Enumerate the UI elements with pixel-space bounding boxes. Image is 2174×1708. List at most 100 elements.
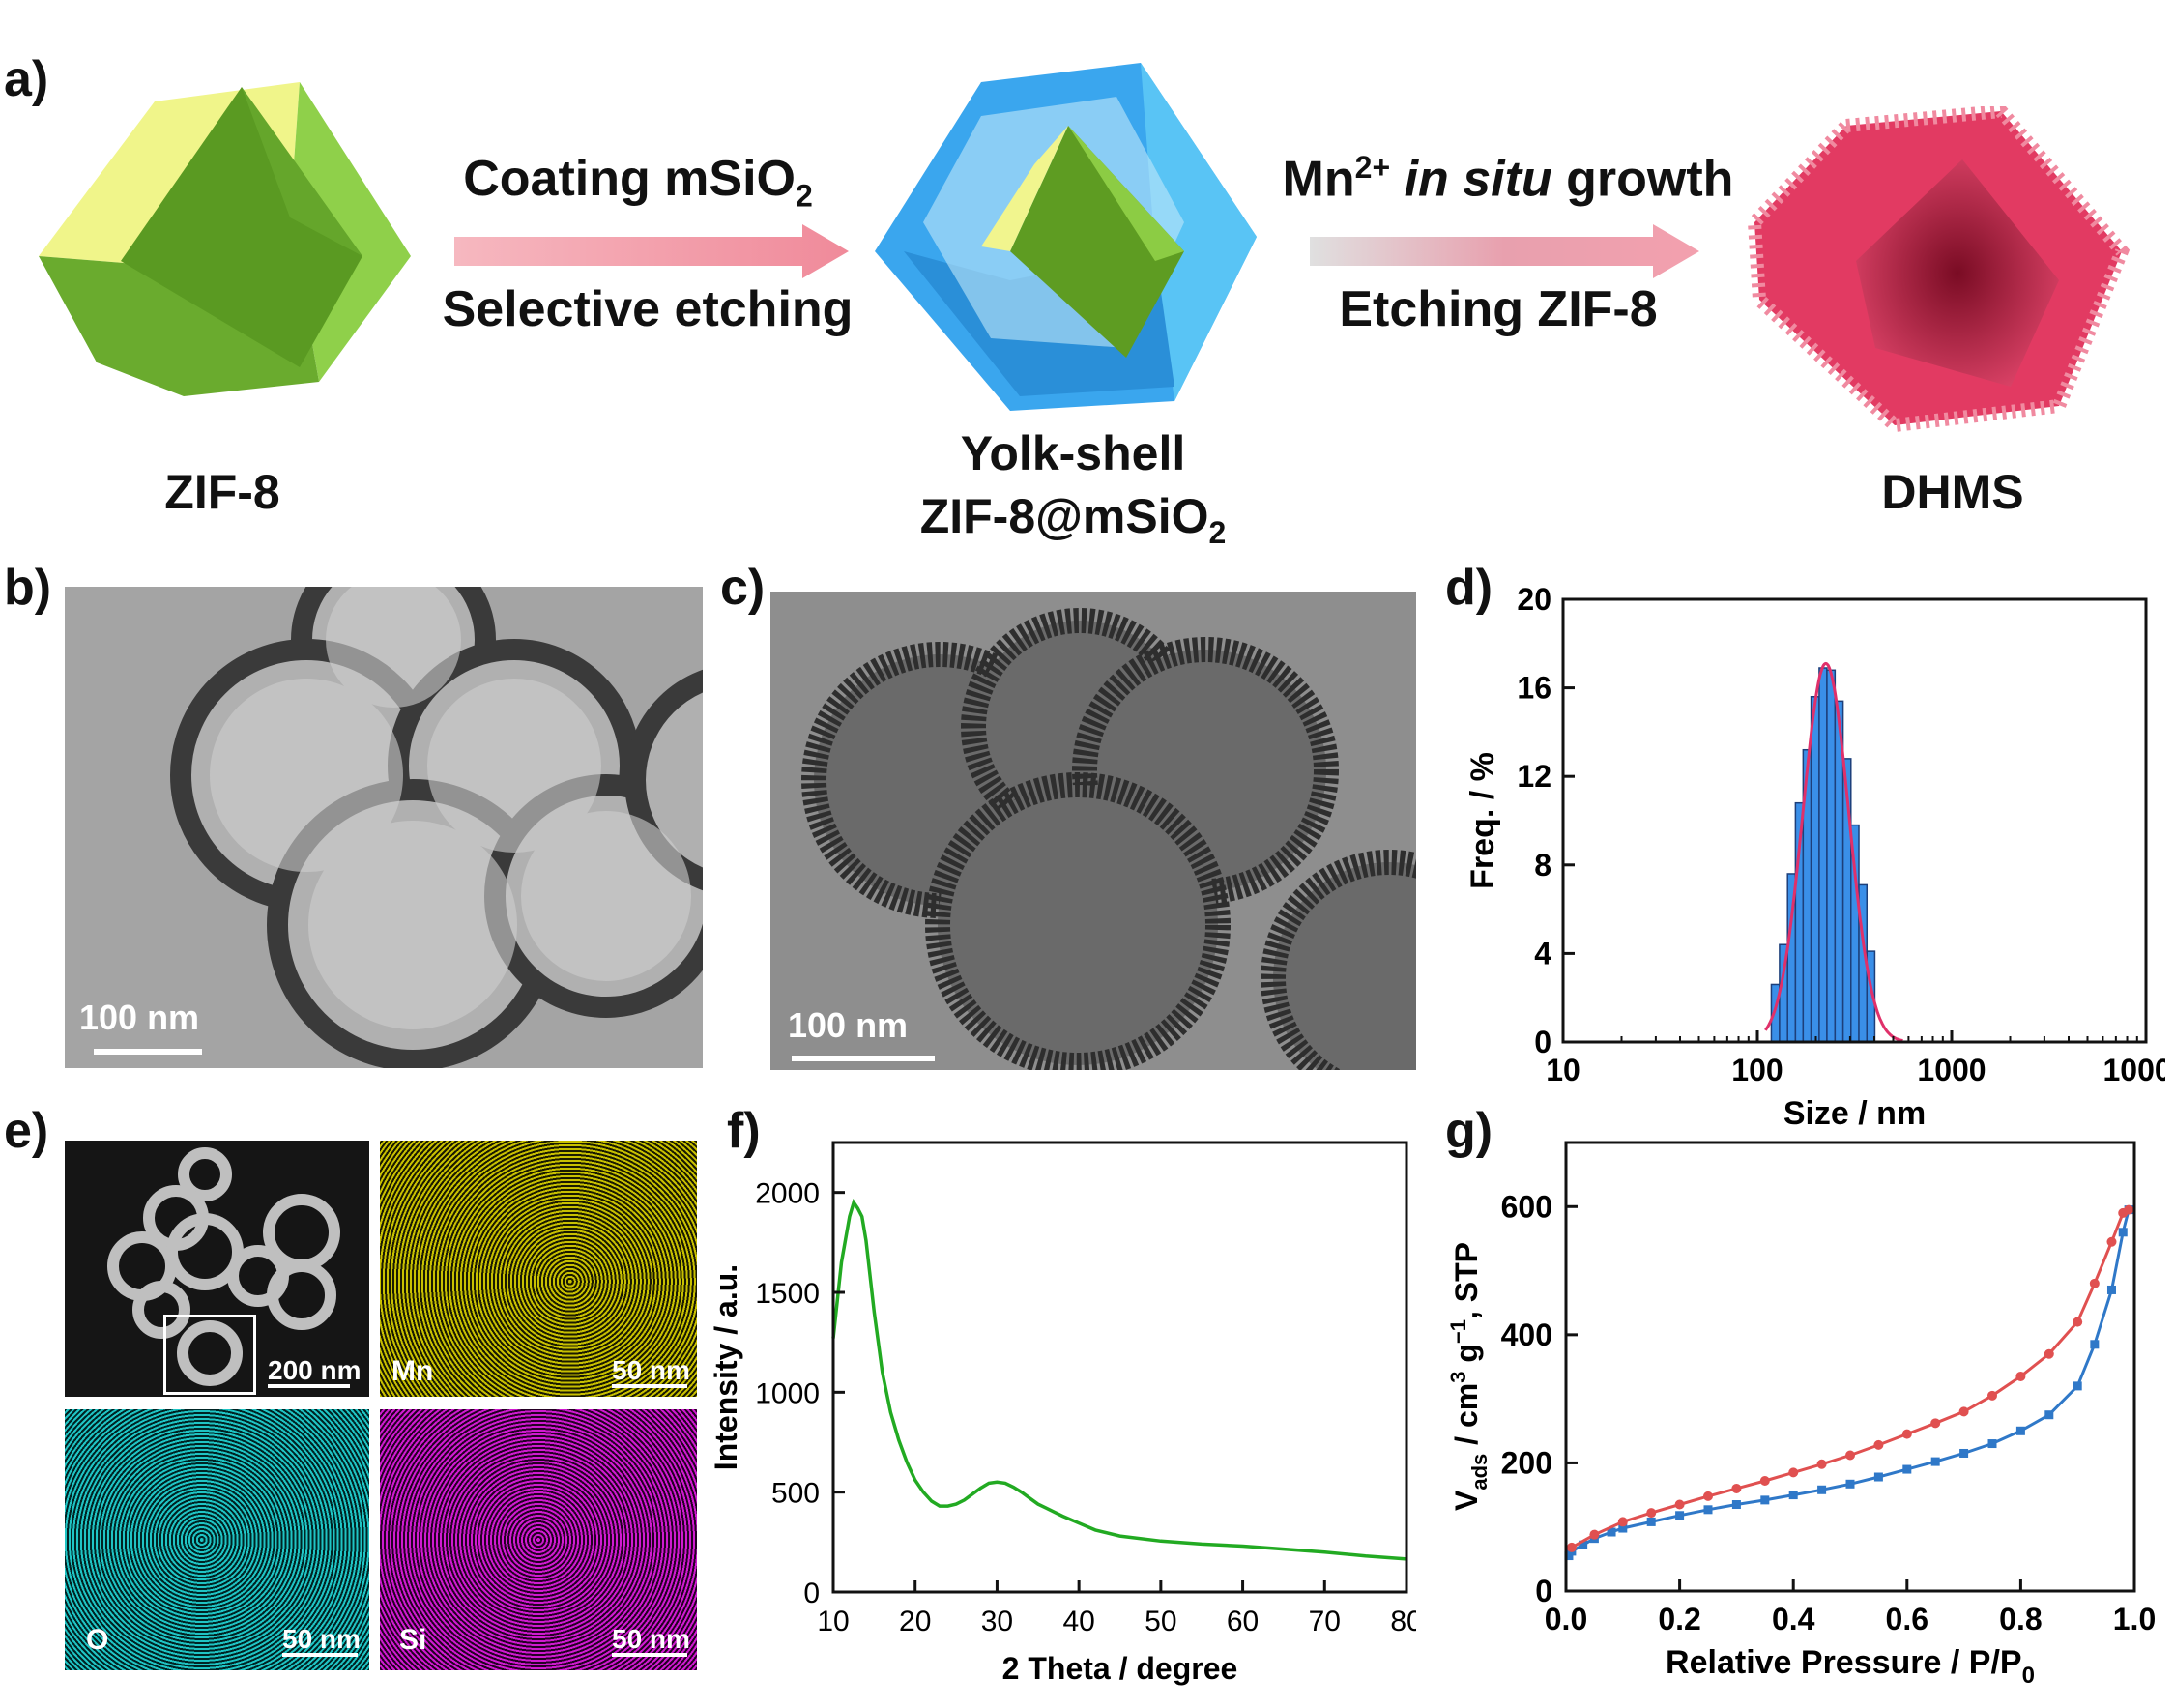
adsorption-point xyxy=(2090,1340,2100,1349)
mn-map-label: Mn xyxy=(391,1355,434,1387)
zif8-crystal-illustration xyxy=(39,82,411,396)
y-tick-label: 1000 xyxy=(755,1377,820,1409)
y-tick-label: 600 xyxy=(1501,1189,1552,1224)
y-axis-label: Intensity / a.u. xyxy=(709,1264,743,1470)
scale-label-c: 100 nm xyxy=(788,1005,909,1045)
x-tick-label: 80 xyxy=(1390,1606,1416,1637)
y-tick-label: 16 xyxy=(1517,671,1551,706)
mn-scale-label: 50 nm xyxy=(612,1355,690,1385)
yolk-shell-label: Yolk-shell xyxy=(960,426,1186,480)
o-map: O 50 nm xyxy=(65,1409,369,1670)
x-tick-label: 1000 xyxy=(1917,1053,1986,1087)
tem-image-b: 100 nm xyxy=(65,587,703,1068)
adsorption-point xyxy=(1902,1464,1912,1474)
y-tick-label: 0 xyxy=(1535,1574,1552,1608)
desorption-point xyxy=(1646,1508,1657,1519)
desorption-point xyxy=(1617,1517,1628,1527)
panel-g-label: g) xyxy=(1445,1103,1493,1159)
y-axis-label: Freq. / % xyxy=(1464,752,1501,889)
desorption-point xyxy=(1566,1542,1577,1552)
y-tick-label: 1500 xyxy=(755,1278,820,1310)
adsorption-point xyxy=(1959,1448,1969,1458)
desorption-point xyxy=(2073,1317,2083,1327)
desorption-line xyxy=(1571,1208,2130,1549)
x-tick-label: 20 xyxy=(899,1606,931,1637)
scale-bar-c xyxy=(792,1056,935,1061)
arrow2-bottom-text: Etching ZIF-8 xyxy=(1339,281,1658,337)
adsorption-point xyxy=(1930,1457,1940,1466)
adsorption-point xyxy=(1788,1491,1798,1500)
yolk-shell-formula: ZIF-8@mSiO2 xyxy=(919,489,1227,550)
adsorption-point xyxy=(1618,1523,1628,1533)
y-tick-label: 2000 xyxy=(755,1178,820,1210)
adsorption-point xyxy=(1579,1540,1588,1549)
x-axis-label: Size / nm xyxy=(1783,1095,1926,1132)
x-tick-label: 0.4 xyxy=(1772,1602,1815,1636)
adsorption-point xyxy=(2073,1381,2082,1391)
x-axis-label: 2 Theta / degree xyxy=(1002,1651,1238,1686)
adsorption-point xyxy=(1845,1479,1855,1489)
adsorption-point xyxy=(1646,1517,1656,1526)
adsorption-point xyxy=(1703,1505,1713,1515)
adsorption-point xyxy=(1564,1551,1574,1561)
desorption-point xyxy=(1987,1390,1997,1401)
desorption-point xyxy=(1873,1439,1884,1450)
desorption-point xyxy=(1958,1406,1969,1417)
plot-frame xyxy=(1564,1141,2136,1593)
desorption-point xyxy=(1845,1450,1855,1461)
dhms-illustration xyxy=(1747,106,2131,433)
o-scale-bar xyxy=(282,1653,358,1657)
plot-frame xyxy=(1561,597,2148,1044)
y-tick-label: 20 xyxy=(1517,582,1551,617)
x-tick-label: 1.0 xyxy=(2113,1602,2156,1636)
y-tick-label: 4 xyxy=(1534,936,1551,970)
desorption-point xyxy=(2118,1207,2129,1218)
x-axis-label: Relative Pressure / P/P0 xyxy=(1666,1644,2035,1689)
si-map: Si 50 nm xyxy=(380,1409,697,1670)
histogram-bar xyxy=(1826,669,1837,1043)
adsorption-point xyxy=(2044,1410,2054,1420)
adsorption-point xyxy=(2118,1228,2128,1237)
arrow2-top-text: Mn2+ in situ growth xyxy=(1282,150,1734,208)
desorption-point xyxy=(1901,1429,1912,1439)
haadf-particles xyxy=(107,1147,340,1386)
haadf-scale-bar xyxy=(268,1384,350,1388)
adsorption-point xyxy=(2106,1285,2116,1294)
yolk-shell-illustration xyxy=(875,63,1257,411)
adsorption-point xyxy=(1873,1472,1883,1482)
si-scale-label: 50 nm xyxy=(612,1624,690,1654)
x-tick-label: 0.6 xyxy=(1886,1602,1928,1636)
tem-image-c: 100 nm xyxy=(770,592,1416,1070)
x-tick-label: 60 xyxy=(1227,1606,1259,1637)
arrow1-top-text: Coating mSiO2 xyxy=(463,151,813,214)
adsorption-point xyxy=(1987,1439,1997,1449)
desorption-point xyxy=(1703,1491,1713,1501)
desorption-point xyxy=(1930,1418,1941,1429)
x-tick-label: 40 xyxy=(1062,1606,1094,1637)
x-tick-label: 100 xyxy=(1731,1053,1783,1087)
adsorption-point xyxy=(1675,1511,1685,1520)
si-scale-bar xyxy=(612,1653,687,1657)
x-tick-label: 0.8 xyxy=(1999,1602,2042,1636)
adsorption-point xyxy=(1607,1527,1616,1537)
panel-a-label: a) xyxy=(4,51,49,107)
x-tick-label: 10 xyxy=(817,1606,849,1637)
y-tick-label: 0 xyxy=(803,1578,820,1609)
y-tick-label: 400 xyxy=(1501,1317,1552,1352)
desorption-point xyxy=(1731,1483,1742,1493)
panel-f-label: f) xyxy=(727,1103,761,1159)
arrow2-icon xyxy=(1310,224,1699,278)
x-tick-label: 50 xyxy=(1145,1606,1176,1637)
adsorption-point xyxy=(1760,1495,1770,1505)
xrd-chart: 10 20 30 40 50 60 70 80 0 500 1000 1500 2000 2 Theta … xyxy=(709,1141,1416,1686)
y-tick-label: 200 xyxy=(1501,1445,1552,1480)
panel-b-label: b) xyxy=(4,560,52,616)
histogram-bar xyxy=(1810,696,1820,1043)
y-tick-label: 12 xyxy=(1517,759,1551,794)
scale-label-b: 100 nm xyxy=(79,998,200,1037)
histogram-bar xyxy=(1818,667,1828,1043)
adsorption-point xyxy=(1817,1485,1827,1494)
gaussian-fit-line xyxy=(1764,661,1903,1043)
x-tick-label: 0.0 xyxy=(1545,1602,1587,1636)
